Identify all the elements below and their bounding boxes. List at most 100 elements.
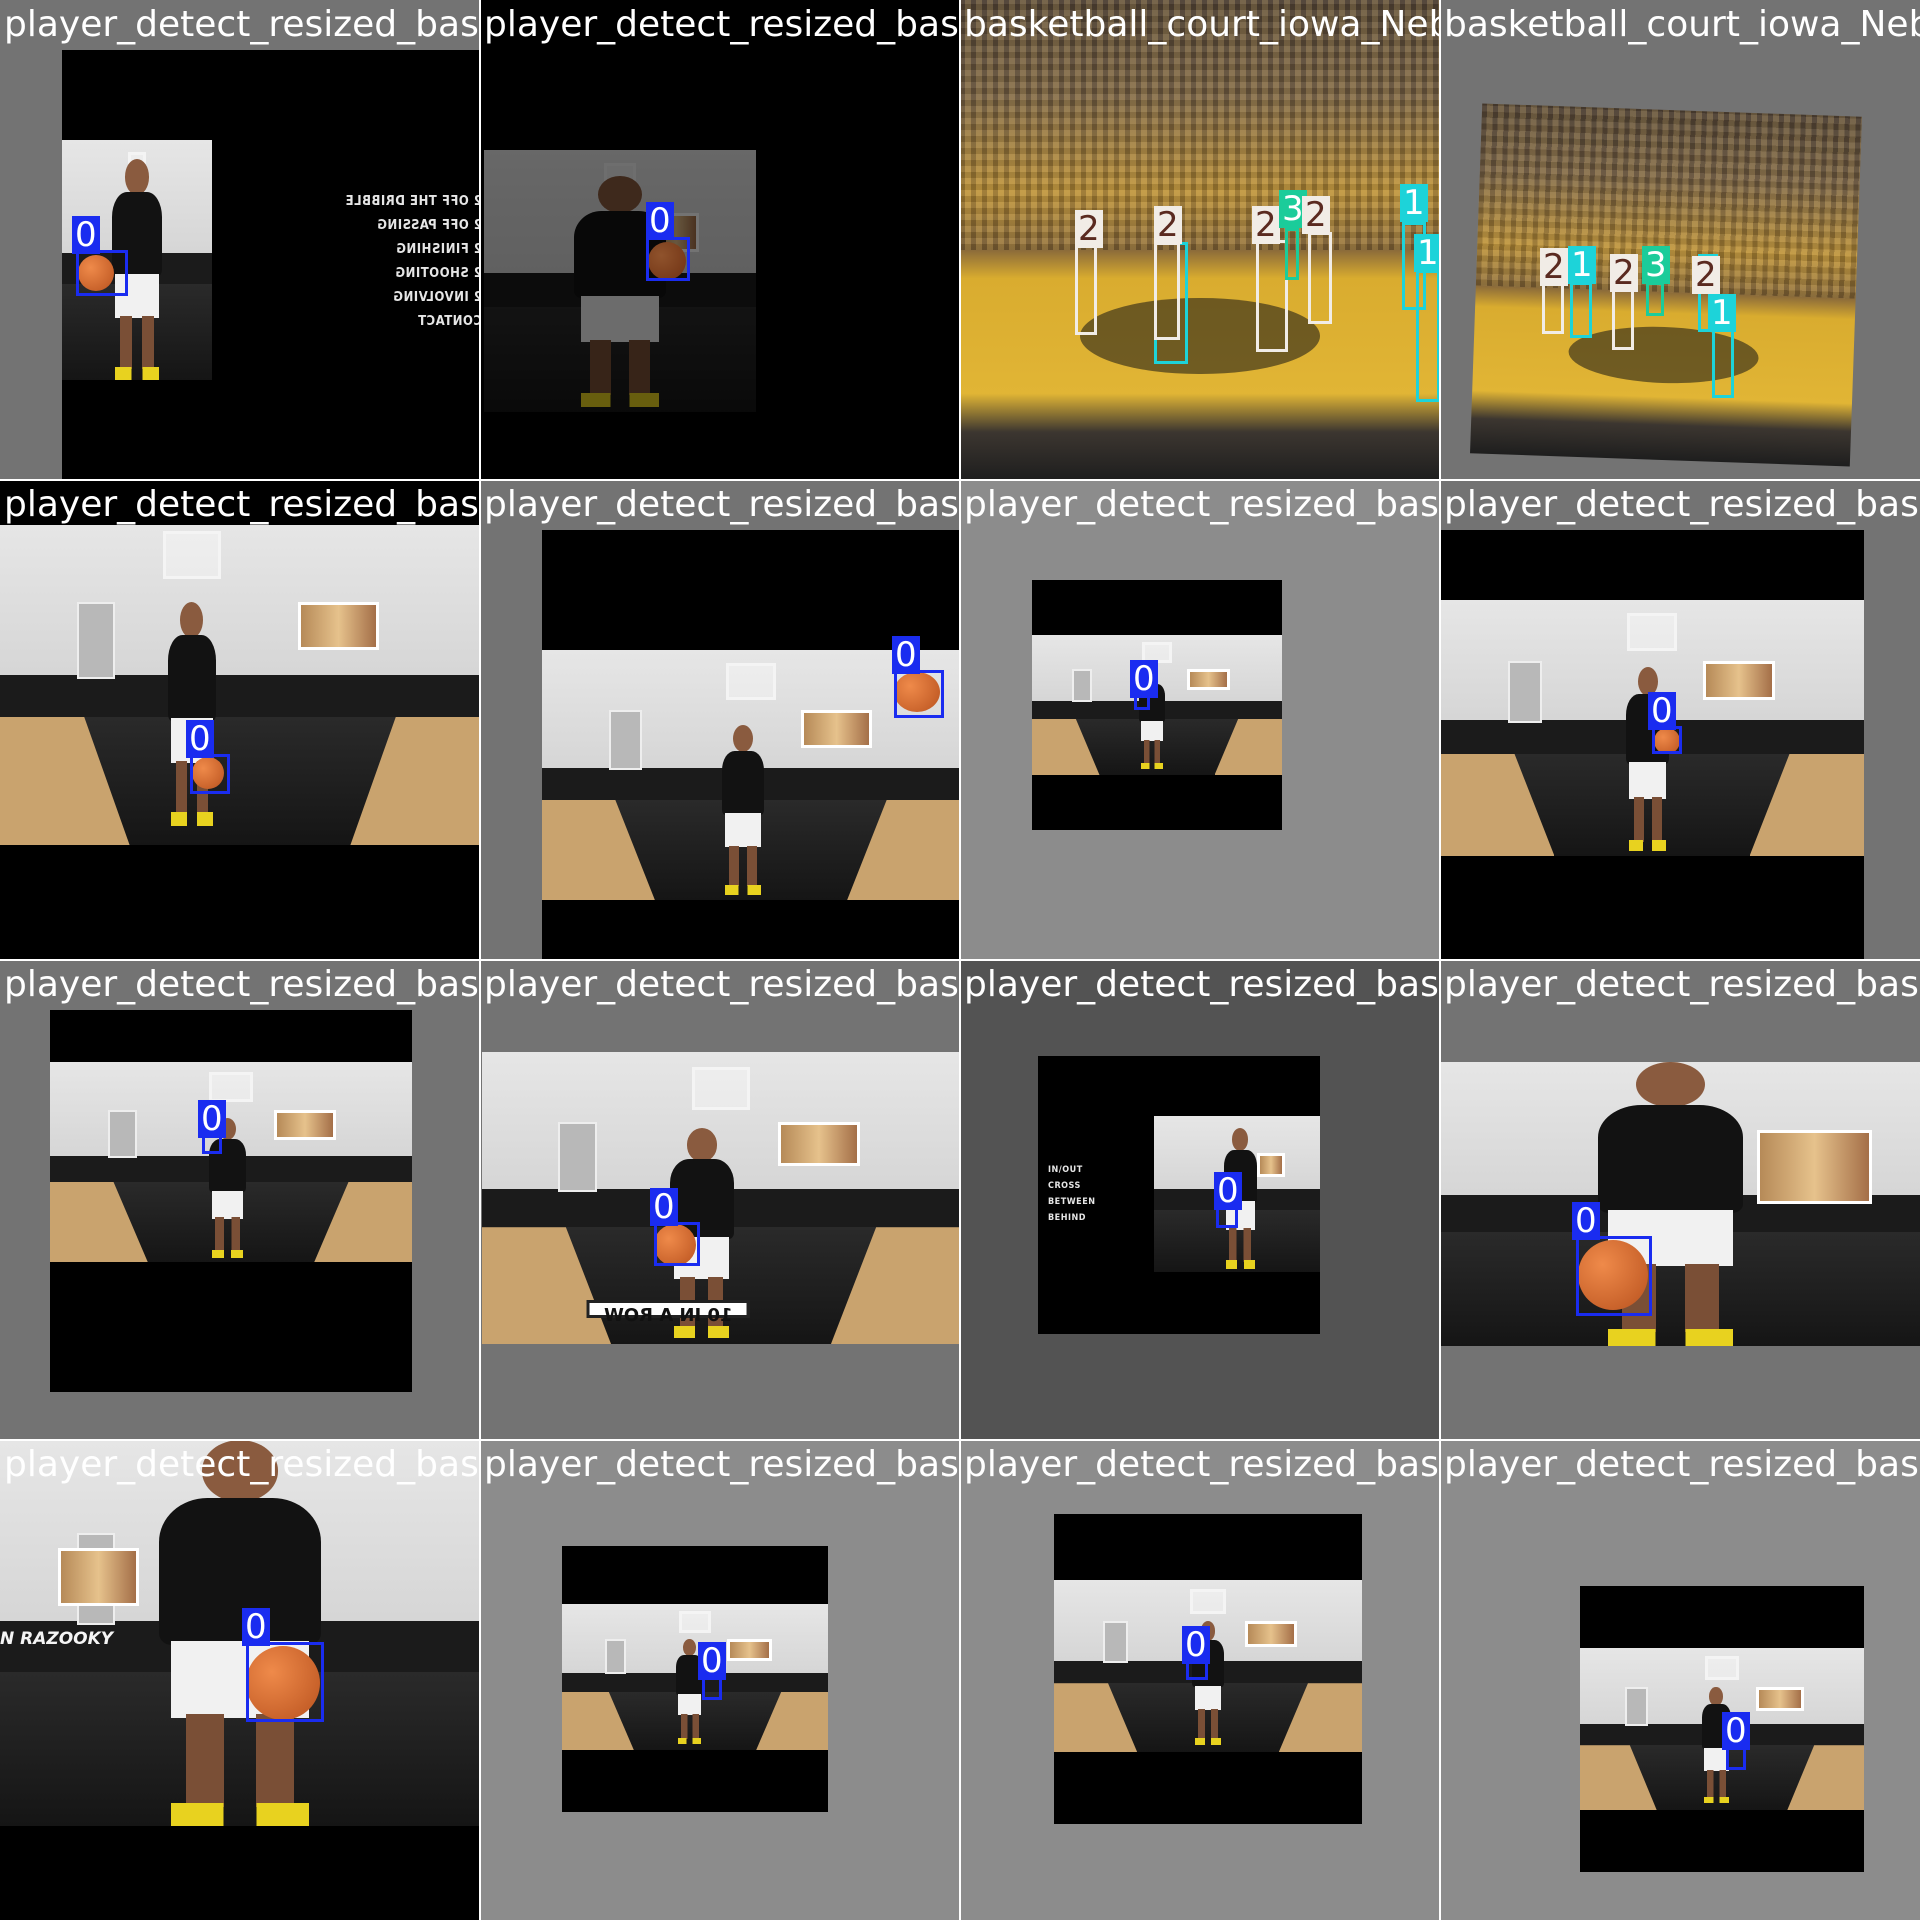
tile-caption: player_detect_resized_basketballvideo_m bbox=[4, 484, 480, 525]
detection-box bbox=[1712, 328, 1734, 398]
video-frame bbox=[1580, 1586, 1864, 1872]
detection-label: 2 bbox=[1252, 206, 1280, 244]
detection-label: 0 bbox=[698, 1642, 726, 1680]
tile-12: 0 player_detect_resized_basketballvideo_… bbox=[1440, 960, 1920, 1440]
basketball bbox=[78, 255, 114, 291]
detection-box bbox=[190, 754, 230, 794]
detection-label: 2 bbox=[1302, 196, 1330, 234]
video-frame bbox=[1032, 580, 1282, 830]
grid-divider bbox=[0, 479, 1920, 481]
detection-label: 2 bbox=[1540, 248, 1568, 286]
tile-14: 0 player_detect_resized_basketballvideo_… bbox=[480, 1440, 960, 1920]
drill-item: 2 INVOLVING CONTACT bbox=[392, 290, 480, 329]
detection-box bbox=[1154, 242, 1180, 340]
detection-label: 2 bbox=[1610, 254, 1638, 292]
gym-scene bbox=[1440, 1062, 1920, 1346]
detection-label: 0 bbox=[650, 1188, 678, 1226]
tile-caption: player_detect_resized_basketballvideo_m bbox=[484, 964, 960, 1005]
gym-scene bbox=[1054, 1580, 1362, 1752]
tile-caption: player_detect_resized_basketballvideo_m bbox=[4, 964, 480, 1005]
drill-list: IN/OUT CROSS BETWEEN BEHIND bbox=[1048, 1162, 1138, 1226]
detection-label: 2 bbox=[1075, 210, 1103, 248]
arena-scene bbox=[1470, 103, 1862, 467]
gym-scene bbox=[562, 1604, 828, 1750]
detection-box bbox=[1542, 282, 1564, 334]
detection-label: 0 bbox=[1722, 1712, 1750, 1750]
detection-box bbox=[646, 237, 690, 281]
detection-box bbox=[654, 1222, 700, 1266]
tile-7: 0 player_detect_resized_basketballvideo_… bbox=[960, 480, 1440, 960]
drill-item: 2 OFF THE DRIBBLE bbox=[345, 194, 480, 209]
detection-label: 1 bbox=[1414, 234, 1440, 272]
gym-scene bbox=[62, 140, 212, 380]
tile-5: 0 player_detect_resized_basketballvideo_… bbox=[0, 480, 480, 960]
detection-label: 2 bbox=[1154, 206, 1182, 244]
tile-caption: player_detect_resized_basketballvideo_m bbox=[484, 484, 960, 525]
video-frame bbox=[1440, 530, 1864, 960]
tile-caption: player_detect_resized_basketballvideo_m bbox=[484, 1444, 960, 1485]
tile-6: 0 player_detect_resized_basketballvideo_… bbox=[480, 480, 960, 960]
detection-label: 1 bbox=[1568, 246, 1596, 284]
tile-11: IN/OUT CROSS BETWEEN BEHIND 0 player_det… bbox=[960, 960, 1440, 1440]
tile-10: 10 IN A ROW 0 player_detect_resized_bask… bbox=[480, 960, 960, 1440]
detection-label: 0 bbox=[242, 1608, 270, 1646]
detection-box bbox=[246, 1642, 324, 1722]
detection-label: 0 bbox=[1214, 1172, 1242, 1210]
tile-caption: player_detect_resized_basketballvideo_m bbox=[1444, 484, 1920, 525]
tile-15: 0 player_detect_resized_basketballvideo_… bbox=[960, 1440, 1440, 1920]
tile-caption: player_detect_resized_basketballvideo_m bbox=[964, 964, 1440, 1005]
gym-scene: N RAZOOKY bbox=[0, 1440, 480, 1826]
drill-item: IN/OUT bbox=[1048, 1165, 1083, 1175]
video-frame bbox=[562, 1546, 828, 1812]
tile-8: 0 player_detect_resized_basketballvideo_… bbox=[1440, 480, 1920, 960]
video-frame bbox=[50, 1010, 412, 1392]
drill-item: 2 FINISHING bbox=[395, 242, 480, 257]
brand-text: N RAZOOKY bbox=[0, 1629, 114, 1650]
video-frame: IN/OUT CROSS BETWEEN BEHIND bbox=[1038, 1056, 1320, 1334]
gym-scene bbox=[1580, 1648, 1864, 1810]
detection-label: 0 bbox=[892, 636, 920, 674]
tile-caption: basketball_court_iowa_Nebraska-2023-03-0… bbox=[964, 4, 1440, 45]
tile-4: 2 1 2 3 2 1 basketball_court_iowa_Nebras… bbox=[1440, 0, 1920, 480]
tile-2: 0 player_detect_resized_basketballvideo_… bbox=[480, 0, 960, 480]
video-frame bbox=[1054, 1514, 1362, 1824]
detection-box bbox=[1570, 282, 1592, 338]
detection-label: 0 bbox=[198, 1100, 226, 1138]
drill-item: BEHIND bbox=[1048, 1213, 1086, 1223]
detection-box bbox=[1285, 228, 1299, 280]
detection-box bbox=[1075, 245, 1097, 335]
tile-caption: player_detect_resized_basketballvideo_m bbox=[964, 1444, 1440, 1485]
video-frame: 2 OFF THE DRIBBLE 2 OFF PASSING 2 FINISH… bbox=[62, 50, 480, 480]
tile-1: 2 OFF THE DRIBBLE 2 OFF PASSING 2 FINISH… bbox=[0, 0, 480, 480]
tile-caption: basketball_court_iowa_Nebraska-2023-03-0… bbox=[1444, 4, 1920, 45]
tile-3: 2 2 2 3 2 1 1 basketball_court_iowa_Nebr… bbox=[960, 0, 1440, 480]
detection-label: 2 bbox=[1692, 256, 1720, 294]
detection-label: 0 bbox=[72, 216, 100, 254]
gym-scene: 10 IN A ROW bbox=[482, 1052, 960, 1344]
detection-box bbox=[1416, 270, 1440, 402]
basketball bbox=[1578, 1240, 1648, 1310]
tile-caption: player_detect_resized_basketballvideo_m bbox=[1444, 964, 1920, 1005]
drill-list: 2 OFF THE DRIBBLE 2 OFF PASSING 2 FINISH… bbox=[332, 190, 480, 334]
drill-item: BETWEEN bbox=[1048, 1197, 1096, 1207]
tile-caption: player_detect_resized_basketballvideo_m bbox=[1444, 1444, 1920, 1485]
tile-caption: player_detect_resized_basketballvideo_m bbox=[4, 1444, 480, 1485]
detection-box bbox=[894, 670, 944, 718]
gym-scene bbox=[484, 150, 756, 412]
detection-label: 0 bbox=[1182, 1626, 1210, 1664]
detection-box bbox=[1612, 288, 1634, 350]
basketball bbox=[654, 1224, 696, 1266]
gym-scene bbox=[1032, 635, 1282, 775]
gym-scene bbox=[50, 1062, 412, 1262]
drill-item: 2 OFF PASSING bbox=[376, 218, 480, 233]
video-frame bbox=[542, 530, 960, 960]
detection-box bbox=[1256, 240, 1288, 352]
basketball bbox=[648, 242, 686, 280]
tile-16: 0 player_detect_resized_basketballvideo_… bbox=[1440, 1440, 1920, 1920]
drill-item: 2 SHOOTING bbox=[394, 266, 480, 281]
basketball bbox=[1654, 728, 1680, 754]
detection-label: 3 bbox=[1642, 246, 1670, 284]
basketball bbox=[192, 757, 224, 789]
grid-divider bbox=[0, 1439, 1920, 1441]
